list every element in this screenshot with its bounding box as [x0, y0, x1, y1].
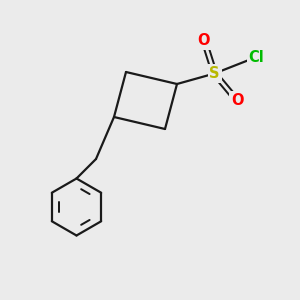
Text: S: S — [209, 66, 220, 81]
Text: Cl: Cl — [249, 50, 264, 64]
Text: O: O — [198, 33, 210, 48]
Text: O: O — [231, 93, 243, 108]
